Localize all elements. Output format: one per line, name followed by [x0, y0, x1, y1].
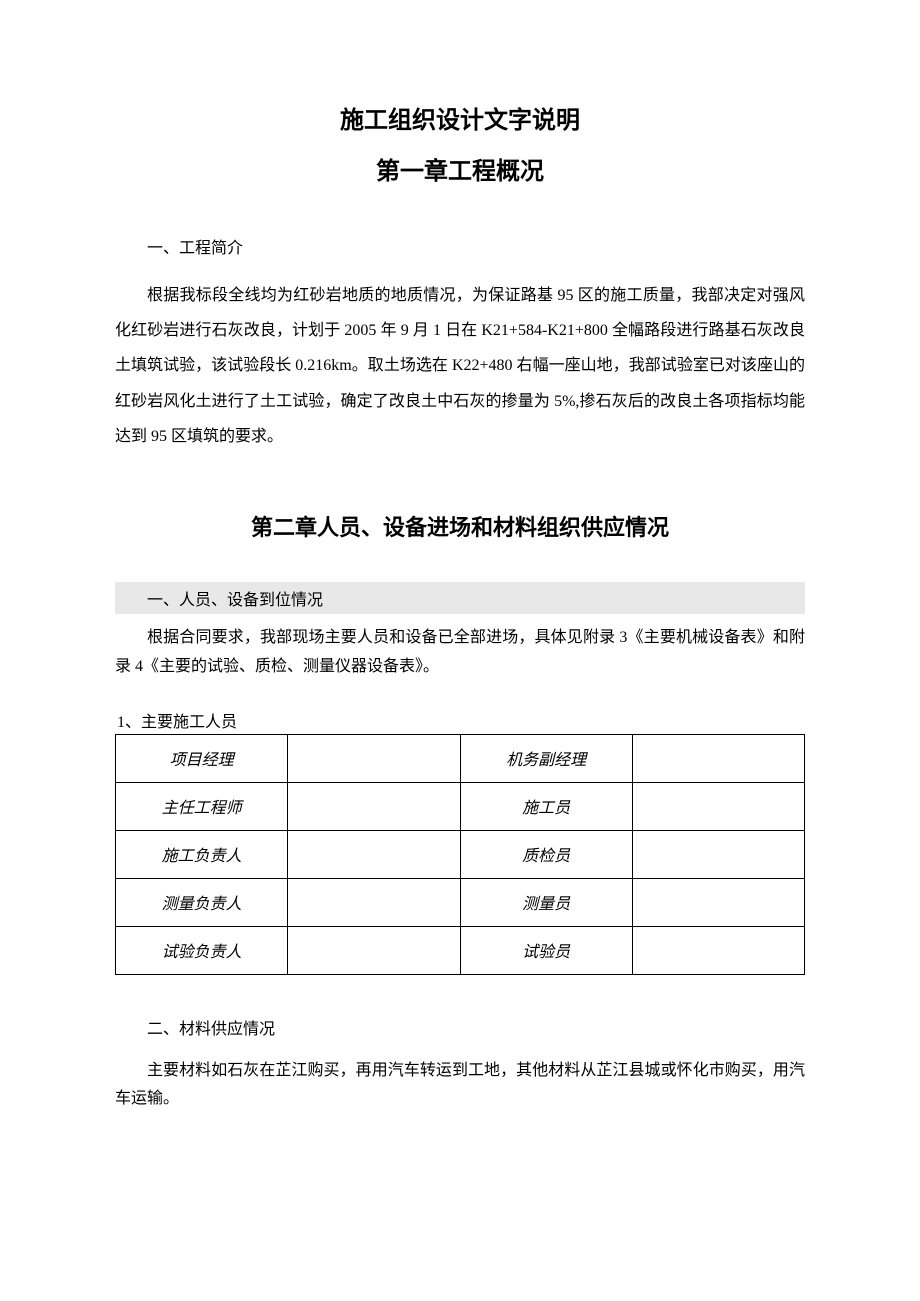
table-cell: 机务副经理	[460, 734, 632, 782]
table-cell	[288, 782, 460, 830]
table-row: 试验负责人 试验员	[116, 926, 805, 974]
table-cell: 主任工程师	[116, 782, 288, 830]
table-cell	[632, 734, 804, 782]
table-cell: 测量负责人	[116, 878, 288, 926]
table-cell	[288, 926, 460, 974]
table-cell	[632, 926, 804, 974]
table-cell	[288, 734, 460, 782]
chapter1-section1-heading: 一、工程简介	[115, 234, 805, 258]
chapter2-title: 第二章人员、设备进场和材料组织供应情况	[115, 510, 805, 542]
table-cell: 施工员	[460, 782, 632, 830]
table-cell	[288, 878, 460, 926]
table-cell	[632, 878, 804, 926]
table-row: 主任工程师 施工员	[116, 782, 805, 830]
table-cell: 试验员	[460, 926, 632, 974]
chapter1-title: 第一章工程概况	[115, 151, 805, 186]
table-cell: 项目经理	[116, 734, 288, 782]
chapter2-section1-heading: 一、人员、设备到位情况	[115, 582, 805, 614]
table-row: 施工负责人 质检员	[116, 830, 805, 878]
main-title: 施工组织设计文字说明	[115, 100, 805, 135]
table-cell	[632, 782, 804, 830]
table-cell: 施工负责人	[116, 830, 288, 878]
personnel-table-label: 1、主要施工人员	[115, 708, 805, 732]
table-cell: 质检员	[460, 830, 632, 878]
table-row: 项目经理 机务副经理	[116, 734, 805, 782]
table-cell	[632, 830, 804, 878]
table-row: 测量负责人 测量员	[116, 878, 805, 926]
table-cell: 测量员	[460, 878, 632, 926]
personnel-table: 项目经理 机务副经理 主任工程师 施工员 施工负责人 质检员 测量负责人 测量员…	[115, 734, 805, 975]
table-cell: 试验负责人	[116, 926, 288, 974]
chapter1-section1-paragraph: 根据我标段全线均为红砂岩地质的地质情况，为保证路基 95 区的施工质量，我部决定…	[115, 278, 805, 454]
table-cell	[288, 830, 460, 878]
chapter2-section2-paragraph: 主要材料如石灰在芷江购买，再用汽车转运到工地，其他材料从芷江县城或怀化市购买，用…	[115, 1057, 805, 1115]
chapter2-section2-heading: 二、材料供应情况	[115, 1015, 805, 1039]
chapter2-section1-paragraph: 根据合同要求，我部现场主要人员和设备已全部进场，具体见附录 3《主要机械设备表》…	[115, 624, 805, 682]
